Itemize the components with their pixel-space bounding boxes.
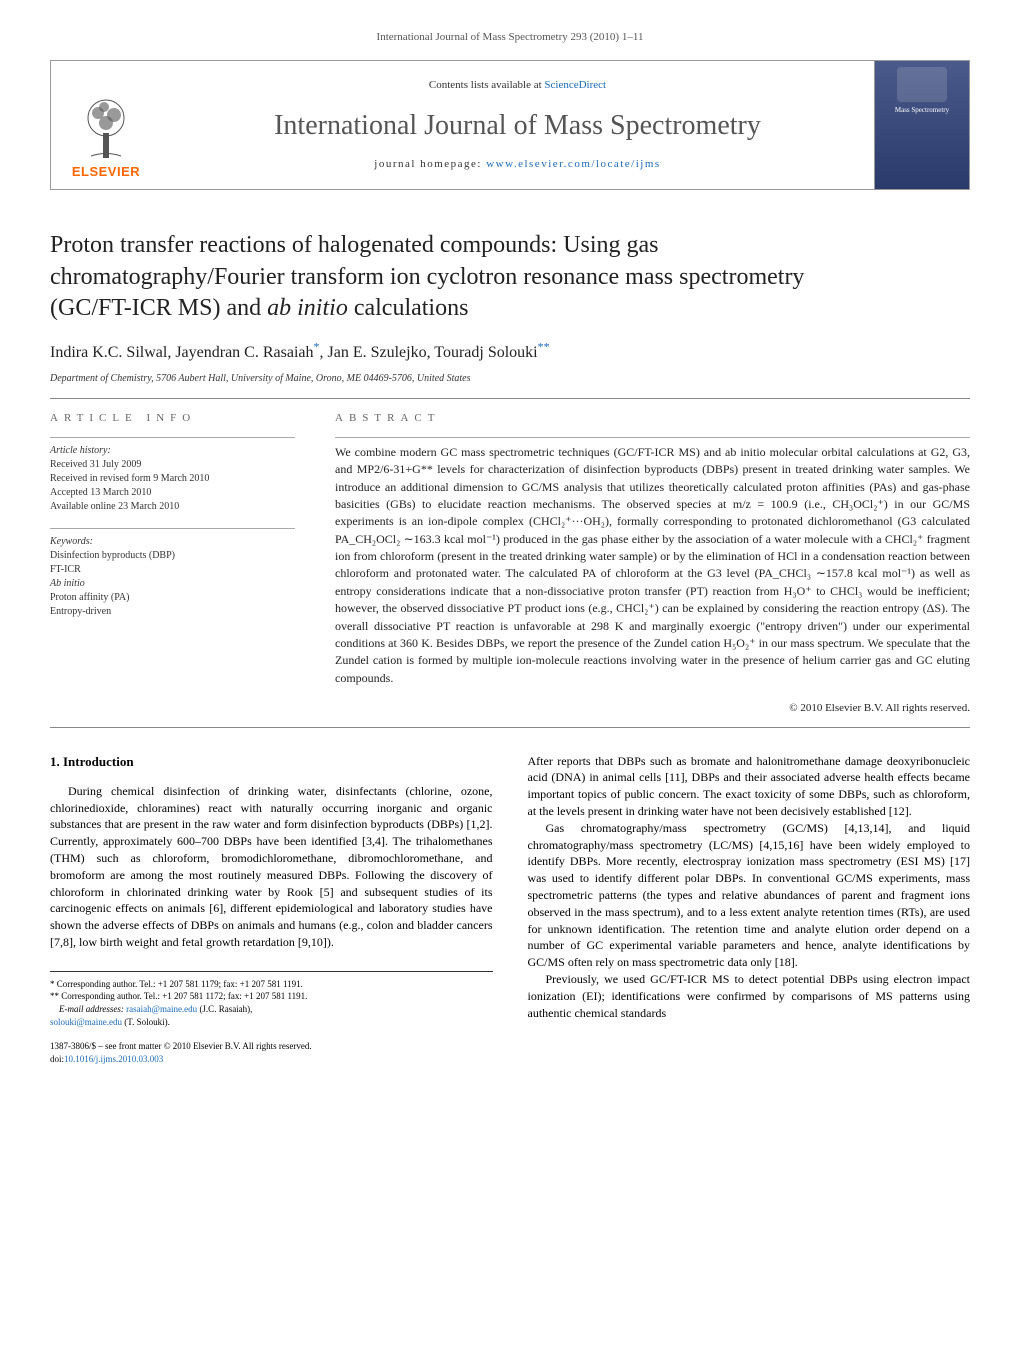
email-label: E-mail addresses: — [59, 1004, 126, 1014]
affiliation: Department of Chemistry, 5706 Aubert Hal… — [50, 372, 970, 386]
keyword-item: Entropy-driven — [50, 605, 295, 619]
email-suffix: (T. Solouki). — [122, 1017, 170, 1027]
cover-logo-icon — [897, 67, 947, 102]
doi-link[interactable]: 10.1016/j.ijms.2010.03.003 — [64, 1054, 163, 1064]
article-title: Proton transfer reactions of halogenated… — [50, 230, 970, 324]
separator-rule — [50, 398, 970, 399]
section-heading: 1. Introduction — [50, 753, 493, 771]
title-italic: ab initio — [267, 295, 348, 321]
footnotes: * Corresponding author. Tel.: +1 207 581… — [50, 971, 493, 1028]
email-link[interactable]: rasaiah@maine.edu — [126, 1004, 197, 1014]
publisher-name: ELSEVIER — [72, 163, 140, 181]
keyword-item: FT-ICR — [50, 563, 295, 577]
journal-name: International Journal of Mass Spectromet… — [274, 106, 761, 145]
body-column-right: After reports that DBPs such as bromate … — [528, 753, 971, 1066]
separator-rule — [50, 727, 970, 728]
history-item: Accepted 13 March 2010 — [50, 486, 295, 500]
doi-prefix: doi: — [50, 1054, 64, 1064]
title-line-3b: calculations — [348, 295, 469, 321]
article-history-block: Article history: Received 31 July 2009 R… — [50, 437, 295, 514]
history-item: Received in revised form 9 March 2010 — [50, 472, 295, 486]
body-columns: 1. Introduction During chemical disinfec… — [50, 753, 970, 1066]
abstract-column: ABSTRACT We combine modern GC mass spect… — [335, 411, 970, 716]
article-info-label: ARTICLE INFO — [50, 411, 295, 426]
keyword-item: Proton affinity (PA) — [50, 591, 295, 605]
history-item: Available online 23 March 2010 — [50, 500, 295, 514]
footnote-emails-2: solouki@maine.edu (T. Solouki). — [50, 1016, 493, 1029]
body-paragraph: After reports that DBPs such as bromate … — [528, 753, 971, 820]
sciencedirect-link[interactable]: ScienceDirect — [544, 79, 606, 91]
masthead: ELSEVIER Contents lists available at Sci… — [50, 60, 970, 190]
masthead-center: Contents lists available at ScienceDirec… — [161, 61, 874, 189]
abstract-copyright: © 2010 Elsevier B.V. All rights reserved… — [335, 701, 970, 716]
publisher-logo: ELSEVIER — [51, 61, 161, 189]
authors: Indira K.C. Silwal, Jayendran C. Rasaiah… — [50, 342, 970, 364]
history-item: Received 31 July 2009 — [50, 458, 295, 472]
body-paragraph: During chemical disinfection of drinking… — [50, 783, 493, 951]
footnote-line: ** Corresponding author. Tel.: +1 207 58… — [50, 990, 493, 1003]
cover-label: Mass Spectrometry — [895, 106, 949, 116]
abstract-label: ABSTRACT — [335, 411, 970, 426]
running-header: International Journal of Mass Spectromet… — [50, 30, 970, 45]
title-line-1: Proton transfer reactions of halogenated… — [50, 232, 659, 258]
footnote-line: * Corresponding author. Tel.: +1 207 581… — [50, 978, 493, 991]
body-paragraph: Gas chromatography/mass spectrometry (GC… — [528, 820, 971, 971]
title-line-2: chromatography/Fourier transform ion cyc… — [50, 264, 804, 290]
doi-line: doi:10.1016/j.ijms.2010.03.003 — [50, 1053, 493, 1066]
journal-cover-thumbnail: Mass Spectrometry — [874, 61, 969, 189]
journal-homepage-line: journal homepage: www.elsevier.com/locat… — [374, 157, 660, 172]
abstract-text: We combine modern GC mass spectrometric … — [335, 437, 970, 687]
footer-block: 1387-3806/$ – see front matter © 2010 El… — [50, 1040, 493, 1065]
keywords-block: Keywords: Disinfection byproducts (DBP) … — [50, 528, 295, 619]
email-link[interactable]: solouki@maine.edu — [50, 1017, 122, 1027]
elsevier-tree-icon — [76, 93, 136, 163]
body-column-left: 1. Introduction During chemical disinfec… — [50, 753, 493, 1066]
keywords-label: Keywords: — [50, 535, 295, 549]
footnote-emails: E-mail addresses: rasaiah@maine.edu (J.C… — [50, 1003, 493, 1016]
contents-prefix: Contents lists available at — [429, 79, 544, 91]
keyword-item: Disinfection byproducts (DBP) — [50, 549, 295, 563]
info-abstract-row: ARTICLE INFO Article history: Received 3… — [50, 411, 970, 716]
history-label: Article history: — [50, 444, 295, 458]
keyword-item: Ab initio — [50, 577, 295, 591]
issn-line: 1387-3806/$ – see front matter © 2010 El… — [50, 1040, 493, 1053]
homepage-prefix: journal homepage: — [374, 158, 486, 170]
body-paragraph: Previously, we used GC/FT-ICR MS to dete… — [528, 971, 971, 1021]
email-suffix: (J.C. Rasaiah), — [197, 1004, 252, 1014]
article-info-column: ARTICLE INFO Article history: Received 3… — [50, 411, 295, 716]
authors-text-1: Indira K.C. Silwal, Jayendran C. Rasaiah — [50, 344, 314, 361]
title-line-3a: (GC/FT-ICR MS) and — [50, 295, 267, 321]
corresponding-mark-2[interactable]: ** — [538, 344, 550, 361]
homepage-link[interactable]: www.elsevier.com/locate/ijms — [486, 158, 660, 170]
contents-available-line: Contents lists available at ScienceDirec… — [429, 78, 606, 93]
authors-text-2: , Jan E. Szulejko, Touradj Solouki — [320, 344, 538, 361]
